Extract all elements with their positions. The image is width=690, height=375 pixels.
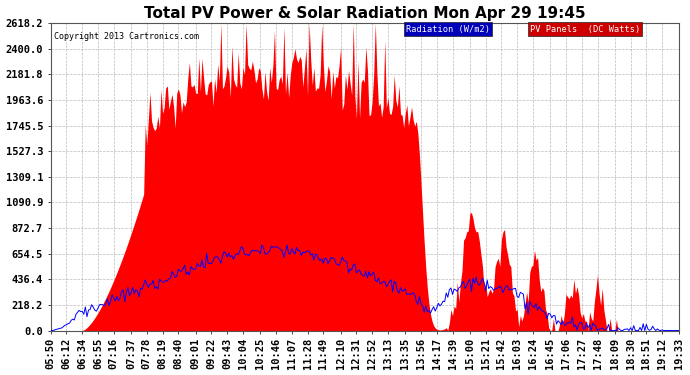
Title: Total PV Power & Solar Radiation Mon Apr 29 19:45: Total PV Power & Solar Radiation Mon Apr… bbox=[144, 6, 586, 21]
Text: Copyright 2013 Cartronics.com: Copyright 2013 Cartronics.com bbox=[54, 32, 199, 41]
Text: PV Panels  (DC Watts): PV Panels (DC Watts) bbox=[530, 25, 640, 34]
Text: Radiation (W/m2): Radiation (W/m2) bbox=[406, 25, 490, 34]
